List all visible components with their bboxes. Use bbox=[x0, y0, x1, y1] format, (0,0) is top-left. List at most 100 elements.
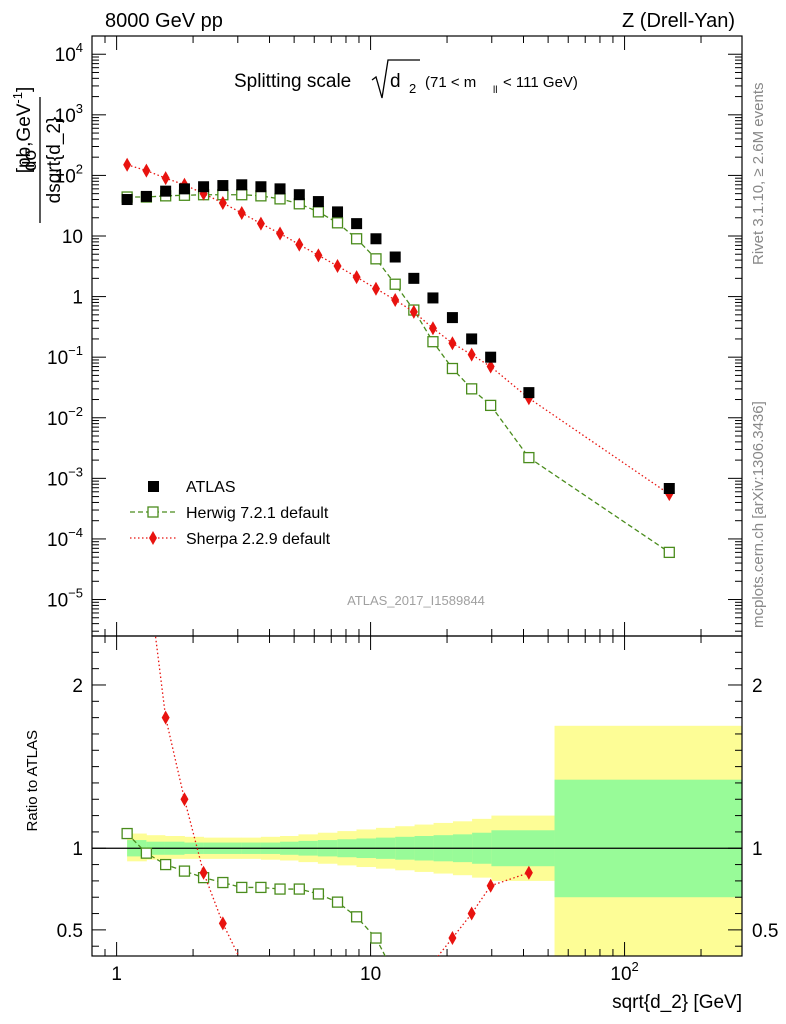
herwig-point-20 bbox=[523, 451, 535, 464]
sherpa-point-18 bbox=[467, 347, 476, 362]
atlas-point-8 bbox=[274, 183, 286, 195]
ratio-y-tick-label-right-2: 0.5 bbox=[752, 921, 778, 942]
collision-energy-label: 8000 GeV pp bbox=[105, 10, 223, 32]
ratio-y-tick-label-right-0: 2 bbox=[752, 676, 763, 697]
y-label-numerator: dσ bbox=[20, 149, 41, 172]
chart-title: Splitting scale d 2 (71 < m ll < 111 GeV… bbox=[234, 59, 578, 99]
x-tick-label-1: 10 bbox=[360, 964, 381, 985]
legend-entry-herwig: Herwig 7.2.1 default bbox=[130, 505, 329, 522]
atlas-point-17 bbox=[446, 312, 458, 324]
legend-atlas-marker bbox=[148, 481, 159, 492]
mcplots-reference-label: mcplots.cern.ch [arXiv:1306.3436] bbox=[750, 401, 767, 628]
herwig-point-7 bbox=[255, 190, 267, 202]
herwig-ratio-point-10 bbox=[312, 888, 325, 900]
sherpa-ratio-line-right bbox=[437, 872, 530, 956]
sherpa-point-5 bbox=[218, 196, 227, 211]
herwig-series bbox=[121, 189, 675, 559]
ratio-y-tick-label-1: 1 bbox=[72, 839, 83, 860]
title-cut-suffix: < 111 GeV) bbox=[503, 74, 578, 91]
svg-text:[pb,GeV-1]: [pb,GeV-1] bbox=[10, 87, 35, 174]
atlas-point-7 bbox=[255, 181, 267, 193]
title-cut-prefix: (71 < m bbox=[425, 74, 476, 91]
atlas-point-1 bbox=[140, 190, 152, 202]
sherpa-point-0 bbox=[123, 157, 132, 172]
sherpa-point-8 bbox=[276, 226, 285, 241]
title-root-subscript: 2 bbox=[409, 81, 416, 96]
atlas-point-6 bbox=[236, 179, 248, 191]
title-cut-subscript: ll bbox=[493, 85, 497, 96]
title-root-symbol: d bbox=[390, 71, 401, 92]
x-tick-label-2: 102 bbox=[610, 959, 638, 985]
herwig-ratio-point-13 bbox=[370, 932, 382, 944]
top-y-tick-label-4: 1 bbox=[72, 288, 83, 309]
atlas-point-14 bbox=[389, 251, 401, 263]
sherpa-ratio-point-3 bbox=[180, 792, 189, 807]
herwig-point-10 bbox=[312, 206, 325, 218]
herwig-point-8 bbox=[274, 193, 286, 205]
x-tick-label-0: 1 bbox=[111, 964, 122, 985]
legend: ATLAS Herwig 7.2.1 default Sherpa 2.2.9 … bbox=[130, 479, 331, 548]
atlas-series bbox=[121, 179, 675, 494]
sherpa-point-17 bbox=[448, 336, 457, 351]
ratio-band-inner-20 bbox=[554, 779, 743, 898]
top-y-tick-label-9: 10−5 bbox=[47, 586, 83, 612]
herwig-point-16 bbox=[427, 336, 439, 348]
y-unit-text: [pb,GeV bbox=[14, 103, 35, 173]
y-unit-end: ] bbox=[14, 87, 35, 92]
herwig-point-19 bbox=[485, 399, 497, 412]
sherpa-point-11 bbox=[333, 258, 342, 273]
atlas-point-16 bbox=[427, 292, 439, 304]
y-label-denominator: dsqrt{d_2} bbox=[44, 117, 65, 204]
herwig-point-9 bbox=[293, 198, 305, 210]
sherpa-ratio-point-19 bbox=[486, 878, 495, 893]
herwig-point-18 bbox=[466, 383, 478, 395]
atlas-point-10 bbox=[312, 196, 324, 208]
ratio-y-tick-label-2: 0.5 bbox=[57, 921, 83, 942]
sherpa-point-15 bbox=[409, 304, 418, 319]
sherpa-ratio-point-4 bbox=[199, 865, 208, 880]
atlas-point-0 bbox=[121, 194, 133, 206]
analysis-id-label: ATLAS_2017_I1589844 bbox=[347, 593, 485, 608]
herwig-point-12 bbox=[350, 233, 363, 245]
atlas-point-15 bbox=[408, 272, 420, 284]
sherpa-point-14 bbox=[391, 292, 400, 307]
sherpa-ratio-point-20 bbox=[524, 865, 533, 880]
top-y-tick-label-5: 10−1 bbox=[47, 343, 83, 369]
herwig-point-21 bbox=[663, 546, 675, 559]
sherpa-ratio-point-18 bbox=[467, 906, 476, 921]
ratio-y-axis-label: Ratio to ATLAS bbox=[24, 730, 41, 831]
ratio-y-tick-label-0: 2 bbox=[72, 676, 83, 697]
y-axis-unit-label: [pb,GeV-1] bbox=[10, 87, 35, 174]
legend-sherpa-label: Sherpa 2.2.9 default bbox=[186, 531, 331, 548]
ratio-y-tick-label-right-1: 1 bbox=[752, 839, 763, 860]
sherpa-point-10 bbox=[314, 248, 323, 263]
top-y-tick-label-7: 10−3 bbox=[47, 464, 83, 490]
sherpa-point-9 bbox=[295, 237, 304, 252]
ratio-uncertainty-bands bbox=[127, 725, 743, 956]
herwig-ratio-point-9 bbox=[293, 883, 305, 895]
atlas-point-4 bbox=[198, 181, 210, 193]
herwig-ratio-point-11 bbox=[331, 896, 344, 908]
sherpa-point-16 bbox=[428, 321, 437, 336]
title-main: Splitting scale bbox=[234, 71, 351, 92]
top-y-tick-label-0: 104 bbox=[55, 40, 83, 66]
herwig-point-14 bbox=[389, 278, 401, 290]
top-y-tick-label-3: 10 bbox=[62, 227, 83, 248]
sherpa-ratio-line-left bbox=[154, 636, 240, 956]
atlas-point-3 bbox=[178, 183, 190, 195]
x-axis-label: sqrt{d_2} [GeV] bbox=[612, 992, 742, 1013]
herwig-ratio-point-0 bbox=[121, 827, 133, 840]
sherpa-point-6 bbox=[237, 205, 246, 220]
sherpa-point-7 bbox=[256, 216, 265, 231]
sherpa-series bbox=[123, 157, 674, 502]
atlas-point-20 bbox=[523, 387, 535, 399]
top-y-tick-label-2: 102 bbox=[55, 161, 83, 187]
legend-sherpa-marker bbox=[149, 531, 157, 545]
legend-atlas-label: ATLAS bbox=[186, 479, 236, 496]
legend-entry-atlas: ATLAS bbox=[148, 479, 236, 496]
rivet-version-label: Rivet 3.1.10, ≥ 2.6M events bbox=[750, 83, 767, 266]
